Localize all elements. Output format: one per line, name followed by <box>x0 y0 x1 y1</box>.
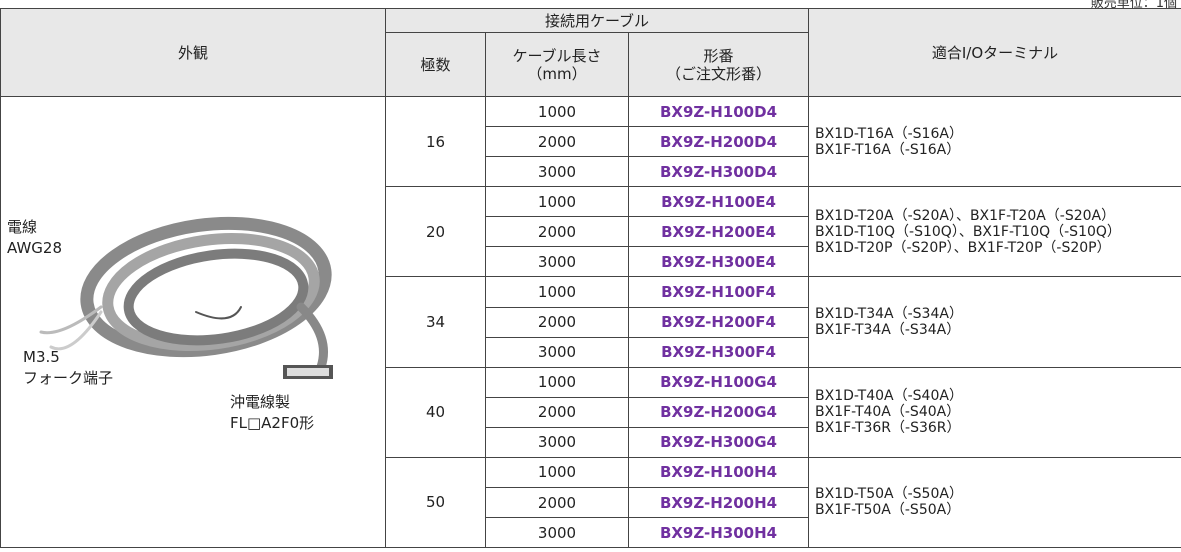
terminal-model: BX1F-T34A（-S34A） <box>815 321 961 338</box>
model-cell: BX9Z-H300G4 <box>627 426 810 458</box>
terminal-model: BX1D-T40A（-S40A） <box>815 388 963 405</box>
image-box: 電線 AWG28 M3.5 フォーク端子沖電線製 FL□A2F0形 <box>1 97 385 547</box>
table-row: 電線 AWG28 M3.5 フォーク端子 沖電線製 FL□A2F0形 16 1000 BX… <box>0 96 1181 548</box>
poles-cell: 20 <box>385 185 486 278</box>
table-row: 3000 BX9Z-H300H4 <box>1 517 1181 548</box>
length-cell: 1000 <box>485 276 629 308</box>
length-cell: 2000 <box>485 216 629 248</box>
terminal-cell: BX1D-T20A（-S20A）、BX1F-T20A（-S20A） BX1D-T1… <box>808 185 1181 278</box>
length-cell: 1000 <box>485 96 629 127</box>
header-appearance: 外観 <box>0 8 386 97</box>
terminal-model: BX1F-T36R（-S36R） <box>815 420 961 437</box>
appearance-cell: 電線 AWG28 M3.5 フォーク端子沖電線製 FL□A2F0形 <box>0 96 386 548</box>
label-fork: M3.5 フォーク端子 <box>23 348 114 387</box>
model-cell: BX9Z-H100G4 <box>627 366 810 398</box>
header-model: 形番 （ご注文形番） <box>627 32 810 97</box>
table-row: 2000 BX9Z-H200E4 <box>1 216 1181 248</box>
header-poles: 極数 <box>385 32 486 97</box>
model-cell: BX9Z-H300F4 <box>627 336 810 368</box>
model-cell: BX9Z-H100E4 <box>627 185 810 218</box>
model-cell: BX9Z-H200D4 <box>627 126 810 157</box>
length-cell: 3000 <box>485 336 629 368</box>
model-cell: BX9Z-H200H4 <box>627 487 810 518</box>
header-cable: 接続用ケーブル <box>384 8 810 33</box>
terminal-model: BX1D-T20A（-S20A）、BX1F-T20A（-S20A） <box>815 207 1116 224</box>
table-row: 3000 BX9Z-H300F4 <box>1 336 1181 368</box>
product-table: 外観 接続用ケーブル 適合I/Oターミナル 極数 ケーブル長さ （mm） 形番 … <box>0 8 1181 549</box>
terminal-cell: BX1D-T50A（-S50A） BX1F-T50A（-S50A） <box>808 456 1181 549</box>
length-cell: 3000 <box>485 426 629 458</box>
terminal-model: BX1F-T16A（-S16A） <box>815 141 961 158</box>
terminal-model: BX1F-T50A（-S50A） <box>815 502 961 519</box>
length-cell: 2000 <box>485 487 629 518</box>
table-row: 3000 BX9Z-H300D4 <box>1 156 1181 187</box>
header-length: ケーブル長さ （mm） <box>485 32 629 97</box>
label-connector: 沖電線製 FL□A2F0形 <box>230 393 315 432</box>
table-row: 40 1000 BX9Z-H100G4 BX1D-T40A（-S40A） BX1F-T4… <box>1 366 1181 458</box>
table-row: 2000 BX9Z-H200F4 <box>1 306 1181 338</box>
poles-cell: 40 <box>385 366 486 458</box>
terminal-cell: BX1D-T16A（-S16A） BX1F-T16A（-S16A） <box>808 96 1181 187</box>
model-cell: BX9Z-H200E4 <box>627 216 810 248</box>
label-wire: 電線 AWG28 <box>7 218 62 257</box>
model-cell: BX9Z-H300H4 <box>627 517 810 548</box>
terminal-cell: BX1D-T40A（-S40A） BX1F-T40A（-S40A） BX1F-T36… <box>808 366 1181 458</box>
length-cell: 1000 <box>485 185 629 218</box>
terminal-model: BX1D-T20P（-S20P）、BX1F-T20P（-S20P） <box>815 239 1111 256</box>
model-cell: BX9Z-H100H4 <box>627 456 810 489</box>
model-cell: BX9Z-H100F4 <box>627 276 810 308</box>
length-cell: 2000 <box>485 126 629 157</box>
length-cell: 2000 <box>485 306 629 338</box>
length-cell: 2000 <box>485 396 629 428</box>
table-row: 2000 BX9Z-H200D4 <box>1 126 1181 157</box>
model-cell: BX9Z-H300D4 <box>627 156 810 187</box>
length-cell: 3000 <box>485 156 629 187</box>
table-row: 2000 BX9Z-H200G4 <box>1 396 1181 428</box>
length-cell: 1000 <box>485 366 629 398</box>
terminal-model: BX1D-T10Q（-S10Q）、BX1F-T10Q（-S10Q） <box>815 223 1121 240</box>
cable-photo <box>39 216 333 379</box>
header-terminal: 適合I/Oターミナル <box>808 8 1181 97</box>
length-cell: 1000 <box>485 456 629 489</box>
poles-cell: 50 <box>385 456 486 549</box>
model-cell: BX9Z-H200F4 <box>627 306 810 338</box>
terminal-model: BX1D-T16A（-S16A） <box>815 125 963 142</box>
table-row: 34 1000 BX9Z-H100F4 BX1D-T34A（-S34A） BX1F-T3… <box>1 276 1181 368</box>
model-cell: BX9Z-H100D4 <box>627 96 810 127</box>
poles-cell: 34 <box>385 276 486 368</box>
table-row: 3000 BX9Z-H300G4 <box>1 426 1181 458</box>
length-cell: 3000 <box>485 517 629 548</box>
poles-cell: 16 <box>385 96 486 187</box>
model-cell: BX9Z-H300E4 <box>627 246 810 278</box>
terminal-cell: BX1D-T34A（-S34A） BX1F-T34A（-S34A） <box>808 276 1181 368</box>
table-row: 20 1000 BX9Z-H100E4 BX1D-T20A（-S20A）、BX1F-T… <box>1 185 1181 278</box>
terminal-model: BX1F-T40A（-S40A） <box>815 404 961 421</box>
terminal-model: BX1D-T34A（-S34A） <box>815 305 963 322</box>
length-cell: 3000 <box>485 246 629 278</box>
model-cell: BX9Z-H200G4 <box>627 396 810 428</box>
table-row: 50 1000 BX9Z-H100H4 BX1D-T50A（-S50A） BX1F-T5… <box>1 456 1181 549</box>
terminal-model: BX1D-T50A（-S50A） <box>815 486 963 503</box>
sales-unit-note: 販売単位：1個 <box>1090 0 1177 11</box>
